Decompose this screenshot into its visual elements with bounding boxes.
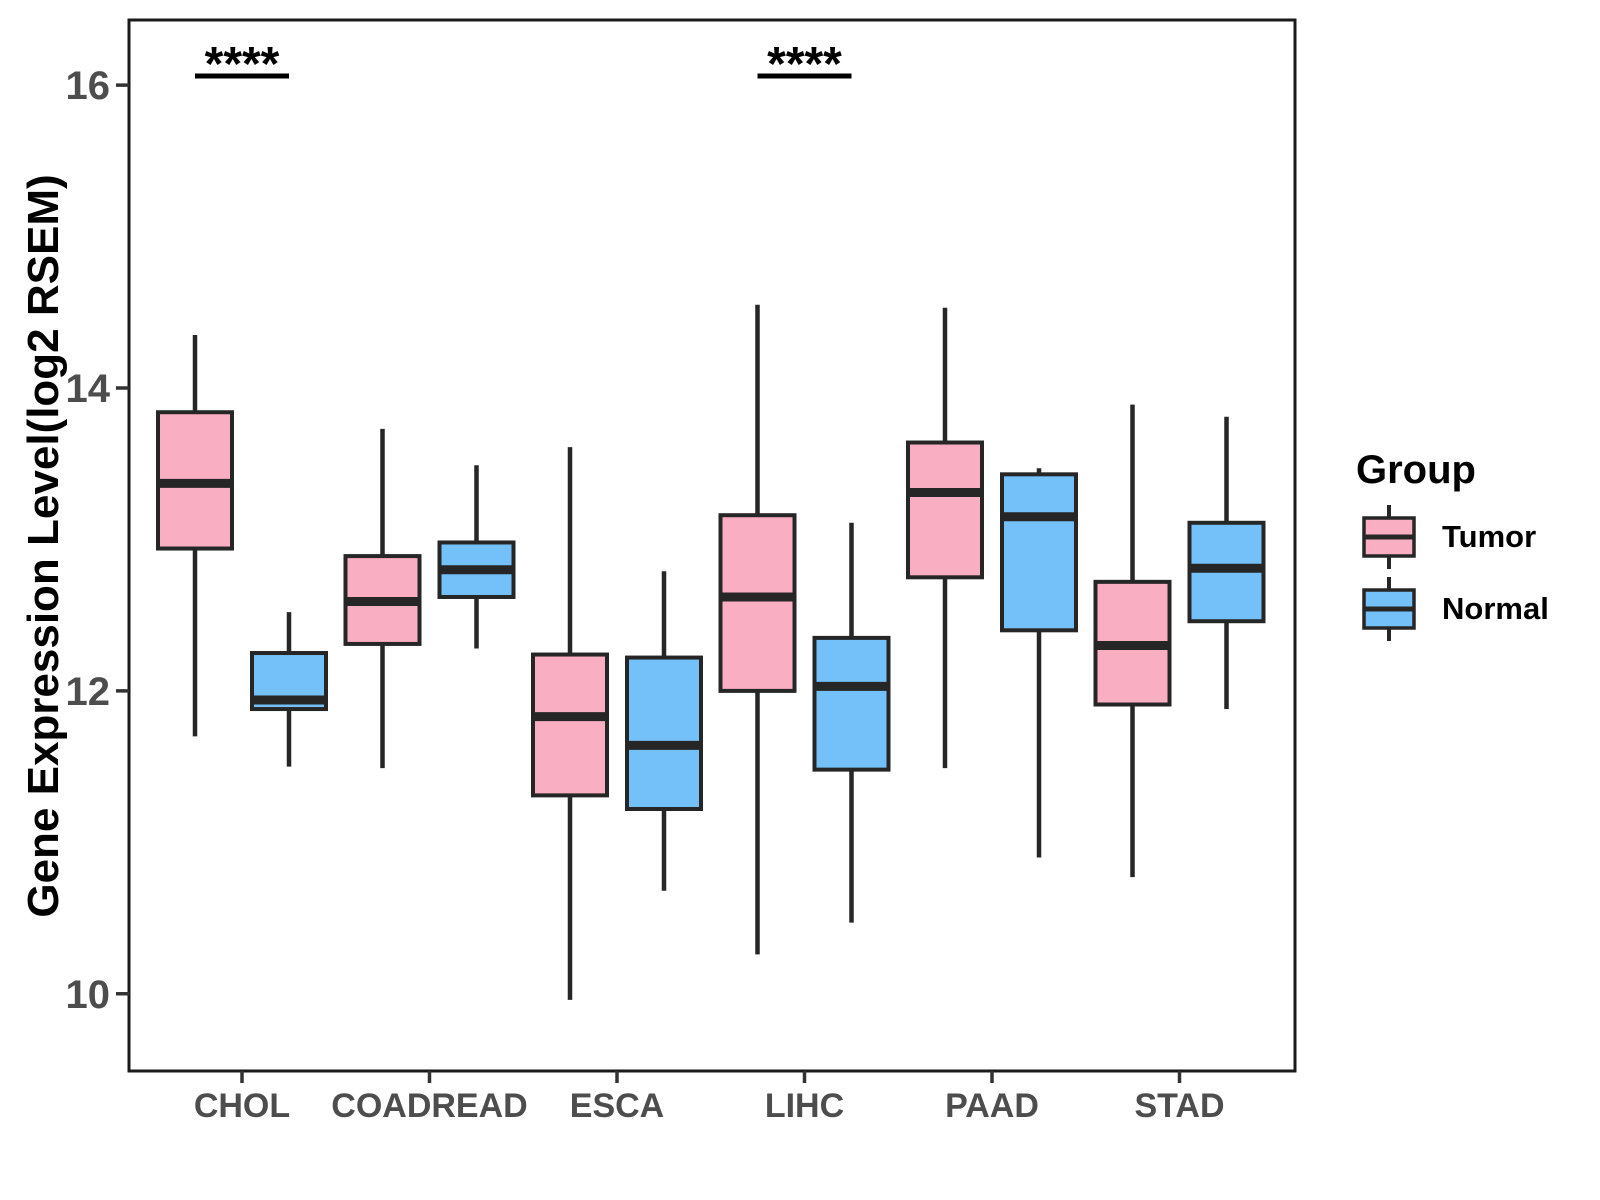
legend-item-normal: Normal bbox=[1362, 577, 1549, 641]
x-tick-label-STAD: STAD bbox=[1134, 1087, 1224, 1125]
y-tick-label-14: 14 bbox=[66, 367, 111, 411]
legend-label-normal: Normal bbox=[1442, 591, 1549, 626]
significance-stars-CHOL: **** bbox=[205, 38, 280, 91]
legend-label-tumor: Tumor bbox=[1442, 519, 1537, 554]
y-tick-label-12: 12 bbox=[66, 670, 111, 714]
box-Normal-PAAD bbox=[1000, 472, 1078, 633]
y-tick-label-10: 10 bbox=[66, 973, 111, 1017]
y-axis-title: Gene Expression Level(log2 RSEM) bbox=[19, 174, 68, 918]
significance-stars-LIHC: **** bbox=[767, 38, 842, 91]
x-tick-label-LIHC: LIHC bbox=[765, 1087, 844, 1125]
legend: Group Tumor Normal bbox=[1356, 448, 1549, 641]
box-Tumor-LIHC bbox=[718, 513, 797, 693]
legend-rows: Tumor Normal bbox=[1362, 505, 1549, 641]
y-tick-label-16: 16 bbox=[66, 64, 111, 108]
x-tick-label-CHOL: CHOL bbox=[194, 1087, 290, 1125]
box-Tumor-ESCA bbox=[531, 652, 609, 798]
legend-item-tumor: Tumor bbox=[1362, 505, 1549, 569]
legend-title: Group bbox=[1356, 448, 1476, 492]
box-Tumor-PAAD bbox=[906, 440, 984, 580]
panel-border bbox=[127, 18, 1297, 1073]
x-tick-label-COADREAD: COADREAD bbox=[331, 1087, 527, 1125]
box-Normal-ESCA bbox=[625, 655, 703, 812]
boxplot-key-icon bbox=[1362, 505, 1416, 569]
x-tick-label-PAAD: PAAD bbox=[945, 1087, 1039, 1125]
x-tick-label-ESCA: ESCA bbox=[570, 1087, 664, 1125]
boxplot-key-icon bbox=[1362, 577, 1416, 641]
box-Normal-LIHC bbox=[812, 635, 891, 772]
